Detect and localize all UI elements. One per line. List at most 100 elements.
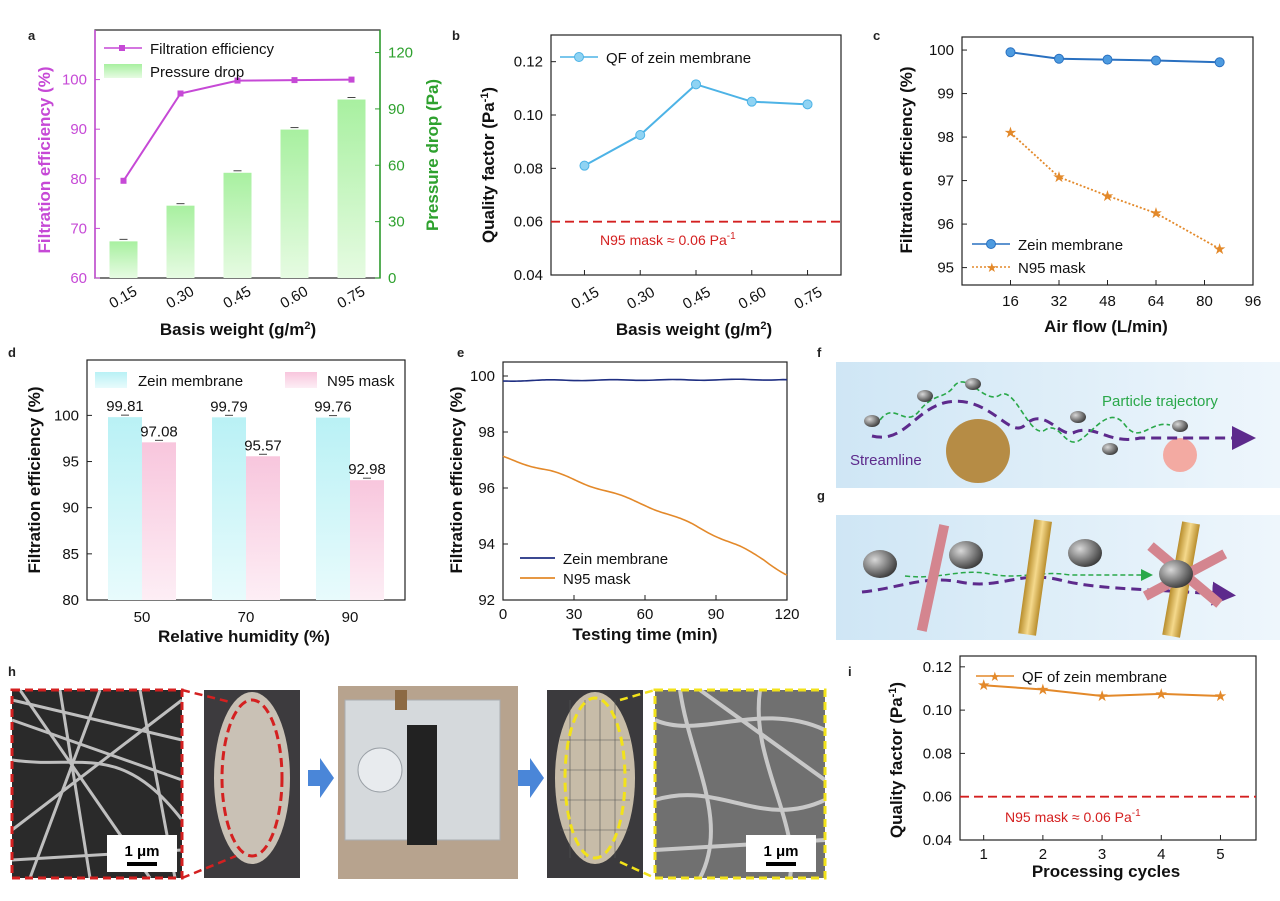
y-axis-left-a: 60 70 80 90 100 [62, 30, 100, 287]
y-title-e: Filtration efficiency (%) [447, 386, 466, 573]
bar-n95-d [142, 442, 176, 600]
x-tick-label-a: 0.15 [106, 283, 140, 312]
y-tick-label-a: 80 [70, 171, 87, 188]
plot-frame-i [959, 655, 1257, 841]
particle-trajectory-f [879, 381, 1171, 443]
x-tick-label-i: 1 [980, 846, 988, 863]
legend-label-d-1: N95 mask [327, 373, 395, 390]
legend-label-c-1: N95 mask [1018, 260, 1086, 277]
y-tick-label-e: 100 [470, 368, 495, 385]
y2-title-a: Pressure drop (Pa) [423, 79, 442, 231]
y-tick-label-i: 0.10 [923, 702, 952, 719]
x-tick-label-a: 0.60 [277, 283, 311, 312]
x-tick-label-c: 48 [1099, 293, 1116, 310]
x-tick-label-c: 64 [1148, 293, 1165, 310]
arrow-right-icon-2 [518, 758, 544, 798]
point-zein-c [1151, 55, 1161, 66]
scale-bar-label-right: 1 μm [763, 843, 798, 860]
y-tick-label-c: 98 [937, 129, 954, 146]
y-axis-d: 80 85 90 95 100 [54, 407, 92, 609]
panel-letter-f: f [817, 345, 822, 360]
svg-text:★: ★ [989, 669, 1001, 684]
y2-tick-label-a: 30 [388, 214, 405, 231]
y-tick-label-a: 70 [70, 220, 87, 237]
panel-letter-b: b [452, 28, 460, 43]
y-tick-label-b: 0.08 [514, 160, 543, 177]
x-tick-label-i: 4 [1157, 846, 1165, 863]
x-tick-label-e: 30 [566, 606, 583, 623]
y-title-b: Quality factor (Pa-1) [479, 87, 498, 243]
photo-filter-device [338, 686, 518, 879]
y2-tick-label-a: 120 [388, 45, 413, 62]
panel-h: h 1 μm [8, 664, 827, 880]
bar-pressure-drop [280, 129, 309, 278]
particles-f [864, 378, 1188, 455]
x-tick-label-b: 0.15 [568, 284, 602, 313]
x-tick-label-d: 70 [238, 609, 255, 626]
point-zein-c [1214, 57, 1225, 68]
x-tick-label-e: 120 [774, 606, 799, 623]
point-zein-c [1054, 53, 1064, 64]
ref-label-i: N95 mask ≈ 0.06 Pa-1 [1005, 808, 1141, 825]
legend-label-i: QF of zein membrane [1022, 669, 1167, 686]
scale-bar-label-left: 1 μm [124, 843, 159, 860]
fiber-thick-g [1018, 519, 1052, 636]
x-axis-c: 16 32 48 64 80 96 [1002, 280, 1261, 310]
particles-g [863, 539, 1193, 588]
panel-letter-g: g [817, 488, 825, 503]
line-zein-e [502, 378, 788, 382]
point-qf-i: ★ [1095, 688, 1108, 705]
x-tick-label-b: 0.75 [791, 284, 825, 313]
legend-label-a-1: Pressure drop [150, 64, 244, 81]
panel-letter-a: a [28, 28, 36, 43]
panel-g: g [817, 488, 1280, 640]
y-title-d: Filtration efficiency (%) [25, 386, 44, 573]
bar-pressure-drop [109, 241, 138, 278]
point-qf-b [579, 160, 590, 171]
x-tick-label-d: 50 [134, 609, 151, 626]
line-zein-c [1010, 51, 1220, 64]
series-qf-b [579, 79, 813, 171]
series-qf-i: ★ ★ ★ ★ ★ [977, 677, 1227, 705]
bar-n95-d [350, 480, 384, 600]
y-tick-label-c: 95 [937, 260, 954, 277]
x-tick-label-b: 0.45 [680, 284, 714, 313]
x-title-i: Processing cycles [1032, 862, 1180, 881]
x-axis-a: 0.15 0.30 0.45 0.60 0.75 [106, 273, 368, 312]
y-axis-e: 92 94 96 98 100 [470, 368, 508, 609]
x-tick-label-c: 96 [1245, 293, 1262, 310]
y-tick-label-d: 85 [62, 546, 79, 563]
y-tick-label-b: 0.12 [514, 54, 543, 71]
x-title-e: Testing time (min) [572, 625, 717, 644]
data-label-d: 99.79 [210, 398, 248, 415]
data-label-d: 99.81 [106, 398, 144, 415]
point-filtration-efficiency [120, 177, 127, 184]
photo-membrane-right [547, 688, 656, 880]
sem-image-left: 1 μm [10, 688, 184, 880]
point-qf-b [746, 96, 757, 107]
bar-pressure-drop [166, 205, 195, 278]
y2-tick-label-a: 60 [388, 157, 405, 174]
panel-letter-i: i [848, 664, 852, 679]
y-tick-label-d: 90 [62, 500, 79, 517]
panel-b: b 0.040.060.080.100.12 0.15 0.30 0.45 0.60 0… [452, 28, 842, 339]
x-axis-i: 1 2 3 4 5 [980, 835, 1225, 863]
y-tick-label-c: 99 [937, 86, 954, 103]
y2-tick-label-a: 0 [388, 270, 396, 287]
panel-letter-d: d [8, 345, 16, 360]
panel-letter-e: e [457, 345, 464, 360]
y-title-a: Filtration efficiency (%) [35, 66, 54, 253]
x-tick-label-c: 16 [1002, 293, 1019, 310]
x-tick-label-e: 90 [708, 606, 725, 623]
legend-c: Zein membrane ★ N95 mask [972, 237, 1123, 277]
x-tick-label-c: 80 [1196, 293, 1213, 310]
diagram-g-background [836, 515, 1280, 640]
point-n95-c: ★ [1213, 241, 1226, 258]
y-tick-label-b: 0.04 [514, 267, 543, 284]
y-tick-label-c: 97 [937, 173, 954, 190]
y-tick-label-i: 0.04 [923, 832, 952, 849]
x-tick-label-e: 0 [499, 606, 507, 623]
y2-tick-label-a: 90 [388, 101, 405, 118]
y-tick-label-a: 90 [70, 121, 87, 138]
